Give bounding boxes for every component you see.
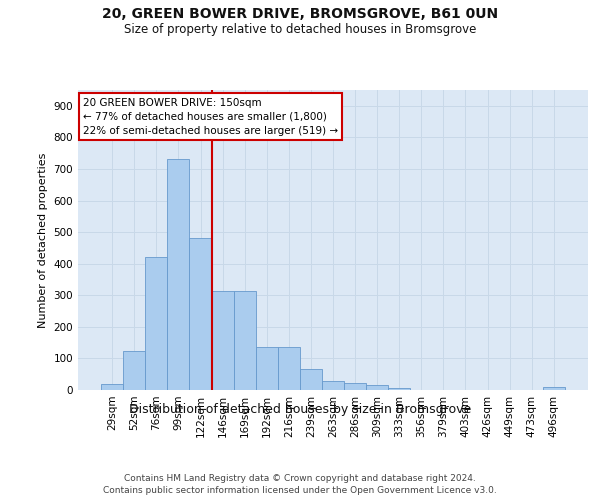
- Bar: [344, 383, 366, 390]
- Bar: [543, 388, 565, 390]
- Bar: [388, 388, 410, 390]
- Text: Size of property relative to detached houses in Bromsgrove: Size of property relative to detached ho…: [124, 22, 476, 36]
- Bar: [212, 290, 233, 390]
- Bar: [101, 384, 123, 390]
- Bar: [256, 348, 278, 390]
- Text: Contains HM Land Registry data © Crown copyright and database right 2024.
Contai: Contains HM Land Registry data © Crown c…: [103, 474, 497, 495]
- Bar: [123, 350, 145, 390]
- Text: 20 GREEN BOWER DRIVE: 150sqm
← 77% of detached houses are smaller (1,800)
22% of: 20 GREEN BOWER DRIVE: 150sqm ← 77% of de…: [83, 98, 338, 136]
- Bar: [366, 386, 388, 390]
- Bar: [300, 370, 322, 390]
- Bar: [190, 238, 212, 390]
- Y-axis label: Number of detached properties: Number of detached properties: [38, 152, 48, 328]
- Bar: [167, 160, 190, 390]
- Text: Distribution of detached houses by size in Bromsgrove: Distribution of detached houses by size …: [129, 402, 471, 415]
- Bar: [145, 258, 167, 390]
- Bar: [233, 290, 256, 390]
- Bar: [322, 381, 344, 390]
- Text: 20, GREEN BOWER DRIVE, BROMSGROVE, B61 0UN: 20, GREEN BOWER DRIVE, BROMSGROVE, B61 0…: [102, 8, 498, 22]
- Bar: [278, 348, 300, 390]
